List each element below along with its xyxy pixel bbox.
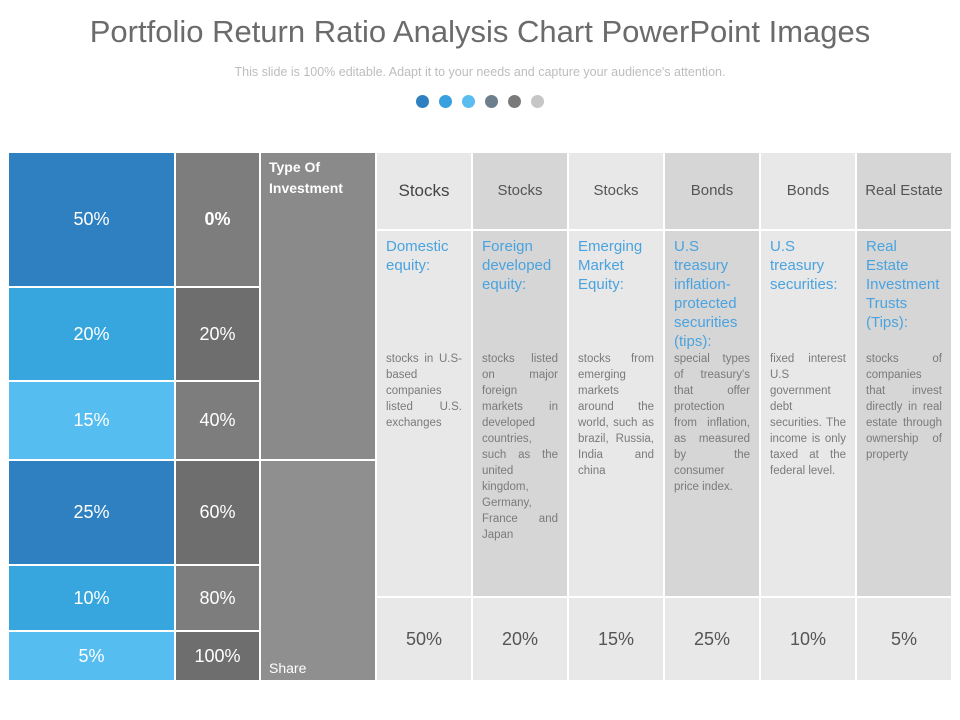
investment-description: stocks in U.S-based companies listed U.S… [386, 353, 462, 429]
investment-description-cell: U.S treasury securities: fixed interest U… [760, 230, 856, 597]
decorative-dots [0, 95, 960, 108]
gray-bar-segment: 80% [175, 565, 260, 631]
blue-bar-segment: 5% [8, 631, 175, 681]
blue-bar-segment: 20% [8, 287, 175, 381]
gray-bar-segment: 0% [175, 152, 260, 287]
dot-6 [531, 95, 544, 108]
investment-description: stocks from emerging markets around the … [578, 353, 654, 477]
blue-bar-segment: 15% [8, 381, 175, 460]
dot-5 [508, 95, 521, 108]
investment-type-header: Stocks [376, 152, 472, 230]
investment-description-cell: Domestic equity: stocks in U.S-based comp… [376, 230, 472, 597]
investment-description: stocks of companies that invest directly… [866, 353, 942, 461]
blue-bar-segment: 25% [8, 460, 175, 565]
investment-title: Foreign developed equity: [482, 238, 552, 293]
investment-title: U.S treasury securities: [770, 238, 838, 293]
dot-4 [485, 95, 498, 108]
share-value: 10% [760, 597, 856, 681]
investment-title: Domestic equity: [386, 238, 449, 274]
investment-type-header: Stocks [568, 152, 664, 230]
share-label-cell: Share [260, 460, 376, 681]
share-value: 20% [472, 597, 568, 681]
dot-2 [439, 95, 452, 108]
gray-bar-segment: 100% [175, 631, 260, 681]
investment-description: special types of treasury's that offer p… [674, 353, 750, 493]
share-label: Share [269, 660, 307, 676]
slide-title: Portfolio Return Ratio Analysis Chart Po… [89, 14, 871, 49]
gray-bar-segment: 60% [175, 460, 260, 565]
investment-description-cell: U.S treasury inflation-protected securit… [664, 230, 760, 597]
dot-1 [416, 95, 429, 108]
share-value: 25% [664, 597, 760, 681]
investment-type-header: Bonds [760, 152, 856, 230]
investment-description: stocks listed on major foreign markets i… [482, 353, 558, 541]
investment-type-header: Bonds [664, 152, 760, 230]
investment-title: Real Estate Investment Trusts (Tips): [866, 238, 940, 331]
investment-type-header: Stocks [472, 152, 568, 230]
investment-description-cell: Foreign developed equity: stocks listed o… [472, 230, 568, 597]
investment-title: Emerging Market Equity: [578, 238, 643, 293]
investment-title: U.S treasury inflation-protected securit… [674, 238, 738, 350]
investment-type-header: Real Estate [856, 152, 952, 230]
gray-bar-segment: 40% [175, 381, 260, 460]
share-value: 5% [856, 597, 952, 681]
gray-bar-segment: 20% [175, 287, 260, 381]
blue-bar-segment: 10% [8, 565, 175, 631]
investment-description-cell: Emerging Market Equity: stocks from emerg… [568, 230, 664, 597]
share-value: 50% [376, 597, 472, 681]
share-value: 15% [568, 597, 664, 681]
slide-subtitle: This slide is 100% editable. Adapt it to… [234, 65, 726, 79]
blue-bar-segment: 50% [8, 152, 175, 287]
investment-description-cell: Real Estate Investment Trusts (Tips): sto… [856, 230, 952, 597]
dot-3 [462, 95, 475, 108]
type-of-investment-label: Type Of Investment [260, 152, 376, 460]
investment-description: fixed interest U.S government debt secur… [770, 353, 846, 477]
